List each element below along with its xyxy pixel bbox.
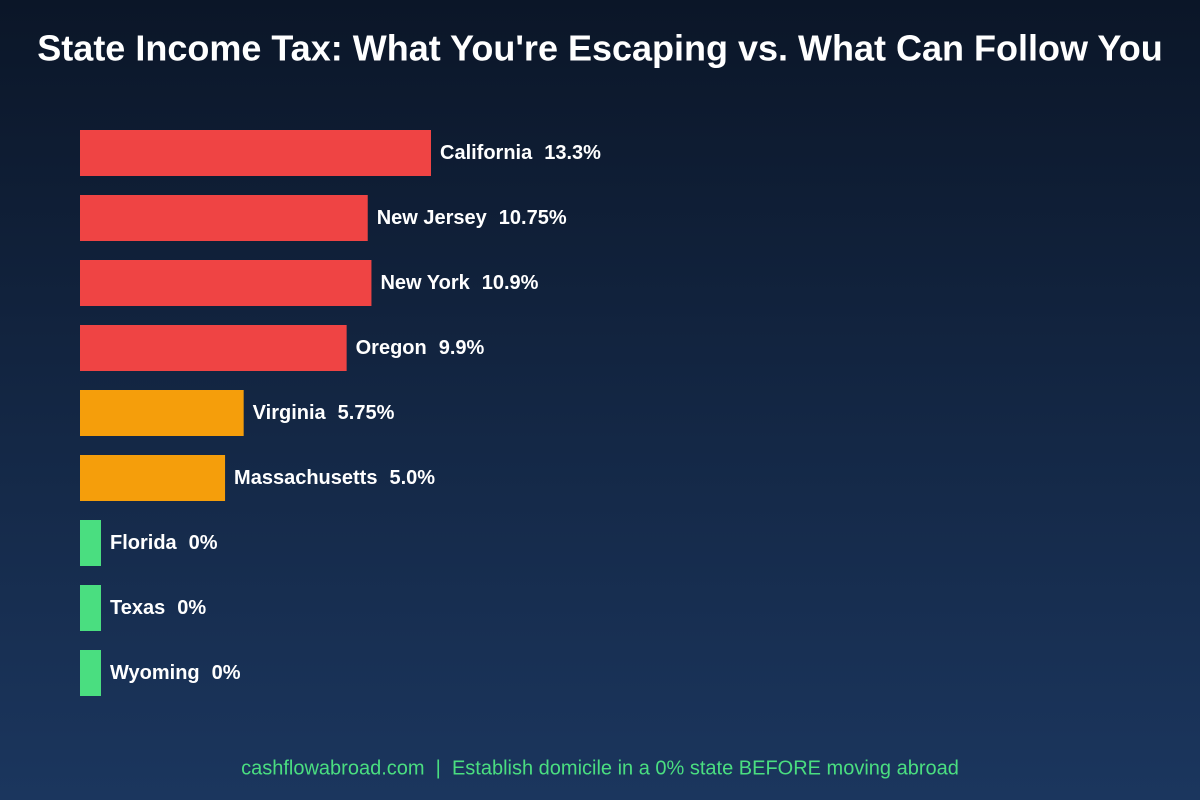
bar-label: Florida 0% xyxy=(110,532,218,554)
bar xyxy=(80,130,431,176)
bar xyxy=(80,260,372,306)
value-label: 10.9% xyxy=(482,272,539,294)
bar-label: Texas 0% xyxy=(110,597,206,619)
bar xyxy=(80,650,101,696)
category-label: Massachusetts xyxy=(234,467,377,489)
bar-label: California 13.3% xyxy=(440,142,601,164)
category-label: New Jersey xyxy=(377,207,488,229)
value-label: 13.3% xyxy=(544,142,601,164)
bar-label: Wyoming 0% xyxy=(110,662,241,684)
chart-title: State Income Tax: What You're Escaping v… xyxy=(37,28,1162,69)
bar xyxy=(80,325,347,371)
bar xyxy=(80,390,244,436)
category-label: Wyoming xyxy=(110,662,200,684)
footer: cashflowabroad.com | Establish domicile … xyxy=(241,757,959,779)
bar xyxy=(80,585,101,631)
bar xyxy=(80,520,101,566)
value-label: 5.0% xyxy=(389,467,435,489)
bar xyxy=(80,455,226,501)
value-label: 0% xyxy=(177,597,206,619)
category-label: New York xyxy=(380,272,470,294)
bar-label: Oregon 9.9% xyxy=(356,337,485,359)
bar-label: New York 10.9% xyxy=(380,272,538,294)
category-label: Texas xyxy=(110,597,165,619)
value-label: 0% xyxy=(212,662,241,684)
bar-label: New Jersey 10.75% xyxy=(377,207,567,229)
value-label: 10.75% xyxy=(499,207,567,229)
category-label: Virginia xyxy=(253,402,327,424)
value-label: 5.75% xyxy=(338,402,395,424)
category-label: Florida xyxy=(110,532,178,554)
category-label: Oregon xyxy=(356,337,427,359)
category-label: California xyxy=(440,142,533,164)
bar-label: Virginia 5.75% xyxy=(253,402,395,424)
value-label: 0% xyxy=(189,532,218,554)
bar-label: Massachusetts 5.0% xyxy=(234,467,435,489)
bar xyxy=(80,195,368,241)
value-label: 9.9% xyxy=(439,337,485,359)
